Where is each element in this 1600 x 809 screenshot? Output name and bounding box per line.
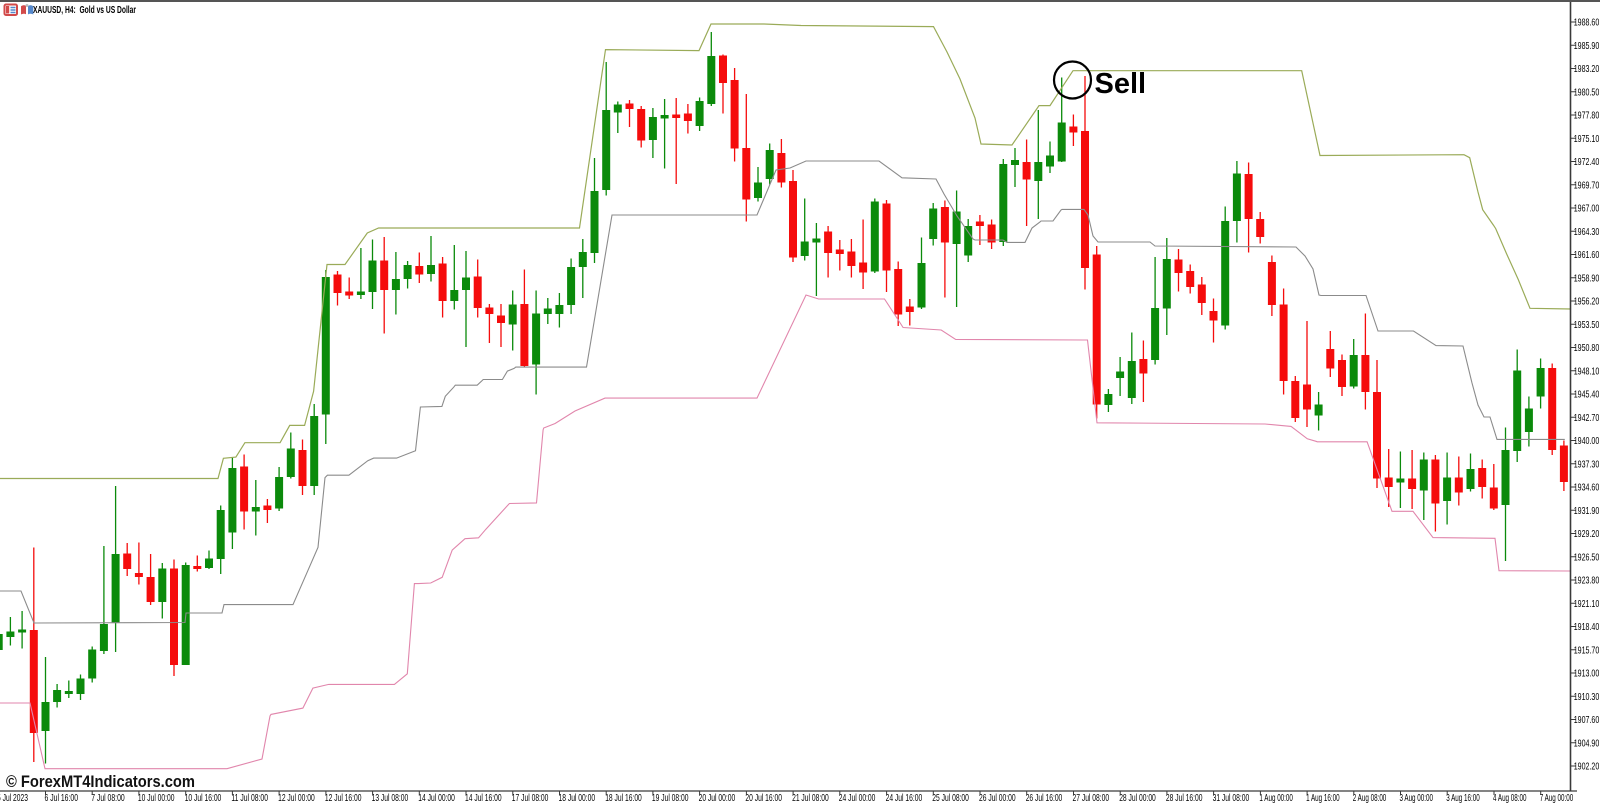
- svg-text:1913.00: 1913.00: [1574, 668, 1600, 680]
- svg-text:1948.10: 1948.10: [1574, 365, 1600, 377]
- svg-text:19 Jul 08:00: 19 Jul 08:00: [652, 792, 689, 804]
- svg-text:18 Jul 16:00: 18 Jul 16:00: [605, 792, 642, 804]
- svg-text:20 Jul 00:00: 20 Jul 00:00: [699, 792, 736, 804]
- svg-text:1969.70: 1969.70: [1574, 179, 1600, 191]
- svg-text:3 Aug 16:00: 3 Aug 16:00: [1446, 792, 1480, 804]
- svg-text:1937.30: 1937.30: [1574, 458, 1600, 470]
- svg-text:4 Aug 08:00: 4 Aug 08:00: [1493, 792, 1527, 804]
- svg-text:1967.00: 1967.00: [1574, 203, 1600, 215]
- svg-text:14 Jul 00:00: 14 Jul 00:00: [418, 792, 455, 804]
- svg-text:1980.50: 1980.50: [1574, 86, 1600, 98]
- svg-text:7 Jul 08:00: 7 Jul 08:00: [91, 792, 125, 804]
- svg-text:12 Jul 16:00: 12 Jul 16:00: [325, 792, 362, 804]
- svg-text:1934.60: 1934.60: [1574, 482, 1600, 494]
- svg-text:10 Jul 16:00: 10 Jul 16:00: [185, 792, 222, 804]
- svg-text:1904.90: 1904.90: [1574, 737, 1600, 749]
- svg-text:1972.40: 1972.40: [1574, 156, 1600, 168]
- svg-text:1918.40: 1918.40: [1574, 621, 1600, 633]
- svg-text:24 Jul 00:00: 24 Jul 00:00: [839, 792, 876, 804]
- svg-text:7 Aug 00:00: 7 Aug 00:00: [1540, 792, 1574, 804]
- svg-text:1985.90: 1985.90: [1574, 40, 1600, 52]
- svg-text:1 Aug 16:00: 1 Aug 16:00: [1306, 792, 1340, 804]
- svg-text:13 Jul 08:00: 13 Jul 08:00: [372, 792, 409, 804]
- svg-text:1910.30: 1910.30: [1574, 691, 1600, 703]
- svg-text:21 Jul 08:00: 21 Jul 08:00: [792, 792, 829, 804]
- svg-text:1942.70: 1942.70: [1574, 412, 1600, 424]
- svg-text:1902.20: 1902.20: [1574, 761, 1600, 773]
- svg-text:1931.90: 1931.90: [1574, 505, 1600, 517]
- svg-text:1915.70: 1915.70: [1574, 644, 1600, 656]
- svg-text:1953.50: 1953.50: [1574, 319, 1600, 331]
- svg-text:18 Jul 00:00: 18 Jul 00:00: [559, 792, 596, 804]
- svg-text:© ForexMT4Indicators.com: © ForexMT4Indicators.com: [6, 773, 195, 791]
- svg-text:1958.90: 1958.90: [1574, 272, 1600, 284]
- svg-text:1977.80: 1977.80: [1574, 110, 1600, 122]
- svg-text:1 Aug 00:00: 1 Aug 00:00: [1259, 792, 1293, 804]
- svg-text:31 Jul 08:00: 31 Jul 08:00: [1213, 792, 1250, 804]
- svg-text:14 Jul 16:00: 14 Jul 16:00: [465, 792, 502, 804]
- svg-text:27 Jul 08:00: 27 Jul 08:00: [1073, 792, 1110, 804]
- svg-text:26 Jul 16:00: 26 Jul 16:00: [1026, 792, 1063, 804]
- svg-text:1929.20: 1929.20: [1574, 528, 1600, 540]
- svg-text:26 Jul 00:00: 26 Jul 00:00: [979, 792, 1016, 804]
- svg-text:1983.20: 1983.20: [1574, 63, 1600, 75]
- svg-text:25 Jul 08:00: 25 Jul 08:00: [932, 792, 969, 804]
- svg-text:12 Jul 00:00: 12 Jul 00:00: [278, 792, 315, 804]
- svg-text:1940.00: 1940.00: [1574, 435, 1600, 447]
- svg-text:1964.30: 1964.30: [1574, 226, 1600, 238]
- svg-text:Sell: Sell: [1095, 68, 1147, 100]
- svg-text:1988.60: 1988.60: [1574, 17, 1600, 29]
- svg-text:2 Aug 08:00: 2 Aug 08:00: [1353, 792, 1387, 804]
- svg-text:1945.40: 1945.40: [1574, 389, 1600, 401]
- svg-text:28 Jul 16:00: 28 Jul 16:00: [1166, 792, 1203, 804]
- svg-text:1923.80: 1923.80: [1574, 575, 1600, 587]
- svg-text:XAUUSD, H4: Gold vs US Dollar: XAUUSD, H4: Gold vs US Dollar: [33, 4, 136, 16]
- svg-text:6 Jul 16:00: 6 Jul 16:00: [45, 792, 79, 804]
- svg-text:1921.10: 1921.10: [1574, 598, 1600, 610]
- svg-text:10 Jul 00:00: 10 Jul 00:00: [138, 792, 175, 804]
- svg-text:1907.60: 1907.60: [1574, 714, 1600, 726]
- svg-text:11 Jul 08:00: 11 Jul 08:00: [231, 792, 268, 804]
- svg-text:3 Aug 00:00: 3 Aug 00:00: [1400, 792, 1434, 804]
- svg-text:1956.20: 1956.20: [1574, 296, 1600, 308]
- svg-text:1975.10: 1975.10: [1574, 133, 1600, 145]
- svg-text:1926.50: 1926.50: [1574, 551, 1600, 563]
- svg-text:17 Jul 08:00: 17 Jul 08:00: [512, 792, 549, 804]
- svg-text:24 Jul 16:00: 24 Jul 16:00: [886, 792, 923, 804]
- svg-text:28 Jul 00:00: 28 Jul 00:00: [1119, 792, 1156, 804]
- svg-text:1950.80: 1950.80: [1574, 342, 1600, 354]
- svg-text:1961.60: 1961.60: [1574, 249, 1600, 261]
- svg-text:20 Jul 16:00: 20 Jul 16:00: [745, 792, 782, 804]
- svg-text:5 Jul 2023: 5 Jul 2023: [0, 792, 28, 804]
